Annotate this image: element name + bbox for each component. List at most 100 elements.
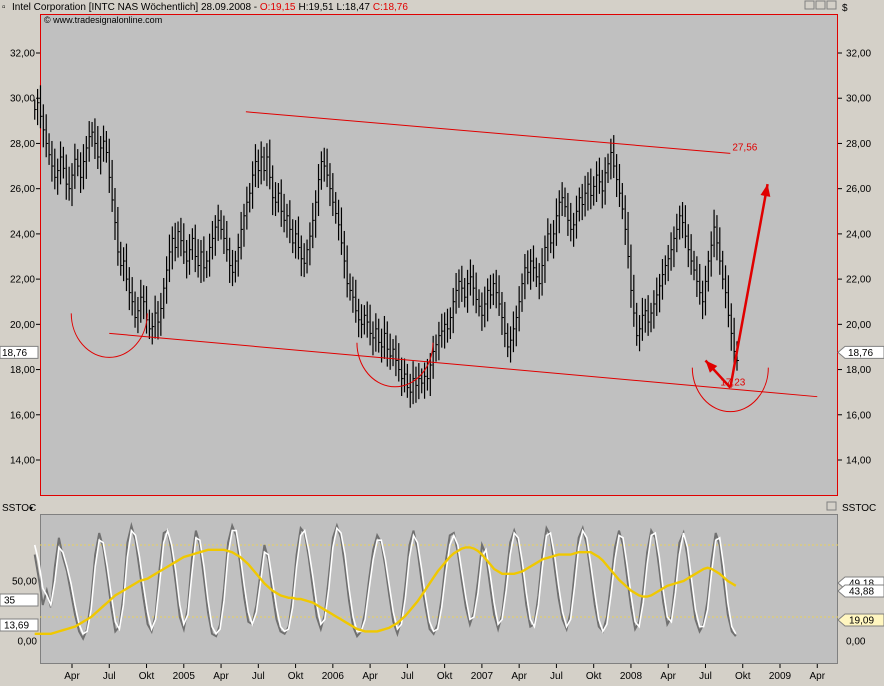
stoch-title-right: SSTOC <box>842 503 876 514</box>
stoch-value-right-fast: 43,88 <box>849 587 874 598</box>
x-tick-label: Apr <box>660 671 676 682</box>
x-tick-label: 2008 <box>620 671 643 682</box>
y-tick-label-right: 26,00 <box>846 184 871 195</box>
stoch-panel-background <box>40 514 838 664</box>
price-axis-right: 14,00 16,00 18,00 20,00 22,00 24,00 26,00 28,00… <box>837 49 884 467</box>
arrow-head <box>760 184 771 197</box>
price-axis-left: 14,00 16,00 18,00 20,00 22,00 24,00 26,00 28,00… <box>0 49 40 467</box>
stoch-header <box>0 500 840 513</box>
stoch-lines <box>33 521 838 641</box>
y-tick-label-right: 14,00 <box>846 456 871 467</box>
x-axis-strip <box>40 664 838 686</box>
currency-symbol: $ <box>842 3 848 14</box>
x-tick-label: Apr <box>809 671 825 682</box>
x-tick-label: Jul <box>699 671 712 682</box>
y-tick-label-left: 20,00 <box>10 320 35 331</box>
stoch-title-left: SSTOC <box>2 503 36 514</box>
x-tick-label: 2005 <box>173 671 196 682</box>
y-tick-label-left: 32,00 <box>10 49 35 60</box>
arrow-shaft <box>729 183 769 388</box>
stoch-y-label-right: 0,00 <box>846 637 866 648</box>
last-price-box-right <box>837 345 884 359</box>
x-tick-label: Okt <box>586 671 602 682</box>
y-tick-label-left: 28,00 <box>10 139 35 150</box>
y-tick-label-left: 18,00 <box>10 365 35 376</box>
trend-lines: 27,56 <box>109 111 818 398</box>
x-tick-label: Okt <box>288 671 304 682</box>
close-button[interactable] <box>826 0 837 10</box>
y-tick-label-right: 20,00 <box>846 320 871 331</box>
y-tick-label-right: 22,00 <box>846 275 871 286</box>
y-tick-label-right: 32,00 <box>846 49 871 60</box>
header-close: C:18,76 <box>373 2 408 13</box>
price-panel-border <box>40 14 838 496</box>
y-tick-label-right: 30,00 <box>846 94 871 105</box>
stoch-close-button[interactable] <box>826 501 837 511</box>
price-bars <box>34 85 740 408</box>
stoch-level-left-box <box>0 593 39 607</box>
last-price-label-left: 18,76 <box>2 348 27 359</box>
maximize-button[interactable] <box>815 0 826 10</box>
stoch-slow-line <box>33 526 737 636</box>
y-tick-label-left: 26,00 <box>10 184 35 195</box>
header-title: Intel Corporation [INTC NAS Wöchentlich]… <box>12 2 260 13</box>
x-tick-label: Apr <box>511 671 527 682</box>
x-axis: Apr Jul Okt 2005 Apr Jul Okt 2006 Apr Jul Okt 2007 A… <box>64 664 826 682</box>
x-tick-label: 2006 <box>322 671 345 682</box>
stoch-value-right-fast-box <box>837 584 884 598</box>
y-tick-label-left: 14,00 <box>10 456 35 467</box>
bottom-arc <box>691 367 769 413</box>
x-tick-label: Jul <box>252 671 265 682</box>
stoch-level-left: 35 <box>4 596 16 607</box>
last-price-label-right: 18,76 <box>848 348 873 359</box>
y-tick-label-left: 24,00 <box>10 229 35 240</box>
y-tick-label-right: 18,00 <box>846 365 871 376</box>
x-tick-label: Okt <box>139 671 155 682</box>
window-controls <box>804 0 837 10</box>
price-panel-background <box>40 14 838 496</box>
x-tick-label: Apr <box>213 671 229 682</box>
y-tick-label-right: 24,00 <box>846 229 871 240</box>
lower-point-label: 17,23 <box>720 378 745 389</box>
header-open: O:19,15 <box>260 2 296 13</box>
right-axis-strip <box>838 0 884 686</box>
x-tick-label: 2007 <box>471 671 494 682</box>
stoch-fast-line <box>33 521 737 641</box>
last-price-box-left <box>0 345 39 359</box>
lower-trendline <box>109 332 818 398</box>
x-tick-label: Jul <box>103 671 116 682</box>
header-bar <box>0 0 840 13</box>
stoch-value-right-slow: 49,18 <box>849 579 874 590</box>
stoch-y-label-left: 50,00 <box>12 577 37 588</box>
x-tick-label: Jul <box>401 671 414 682</box>
source-label: © www.tradesignalonline.com <box>44 15 162 25</box>
arrow-head <box>705 360 718 373</box>
stoch-value-right-signal-box <box>837 613 884 627</box>
stoch-value-left: 13,69 <box>4 621 29 632</box>
x-tick-label: Okt <box>437 671 453 682</box>
x-tick-label: Apr <box>362 671 378 682</box>
bottom-arc <box>356 342 434 388</box>
bottom-arc <box>70 313 148 358</box>
header-low: L:18,47 <box>337 2 371 13</box>
y-tick-label-right: 28,00 <box>846 139 871 150</box>
upper-trendline <box>245 111 731 154</box>
x-tick-label: Jul <box>550 671 563 682</box>
x-tick-label: 2009 <box>769 671 792 682</box>
x-tick-label: Okt <box>735 671 751 682</box>
stoch-value-left-box <box>0 618 39 632</box>
header-text: Intel Corporation [INTC NAS Wöchentlich]… <box>12 2 408 13</box>
stoch-menu-icon[interactable]: ▾ <box>29 504 33 513</box>
header-high: H:19,51 <box>299 2 334 13</box>
y-tick-label-left: 16,00 <box>10 410 35 421</box>
y-tick-label-right: 16,00 <box>846 410 871 421</box>
stoch-signal-line <box>34 546 737 635</box>
x-tick-label: Apr <box>64 671 80 682</box>
y-tick-label-left: 22,00 <box>10 275 35 286</box>
upper-trendline-label: 27,56 <box>732 142 757 153</box>
stoch-y-label-left: 0,00 <box>18 637 38 648</box>
annotations: 17,23 <box>70 183 771 413</box>
minimize-button[interactable] <box>804 0 815 10</box>
